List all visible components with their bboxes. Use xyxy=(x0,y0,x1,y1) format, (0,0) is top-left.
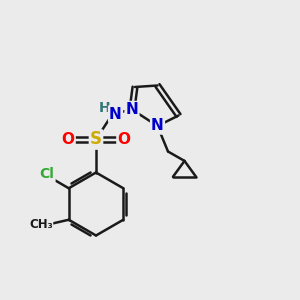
Text: Cl: Cl xyxy=(40,167,55,181)
Text: O: O xyxy=(117,132,130,147)
Text: S: S xyxy=(90,130,102,148)
Text: H: H xyxy=(98,101,110,115)
Text: N: N xyxy=(126,102,138,117)
Text: CH₃: CH₃ xyxy=(29,218,53,231)
Text: N: N xyxy=(151,118,164,134)
Text: O: O xyxy=(61,132,75,147)
Text: N: N xyxy=(109,106,122,122)
